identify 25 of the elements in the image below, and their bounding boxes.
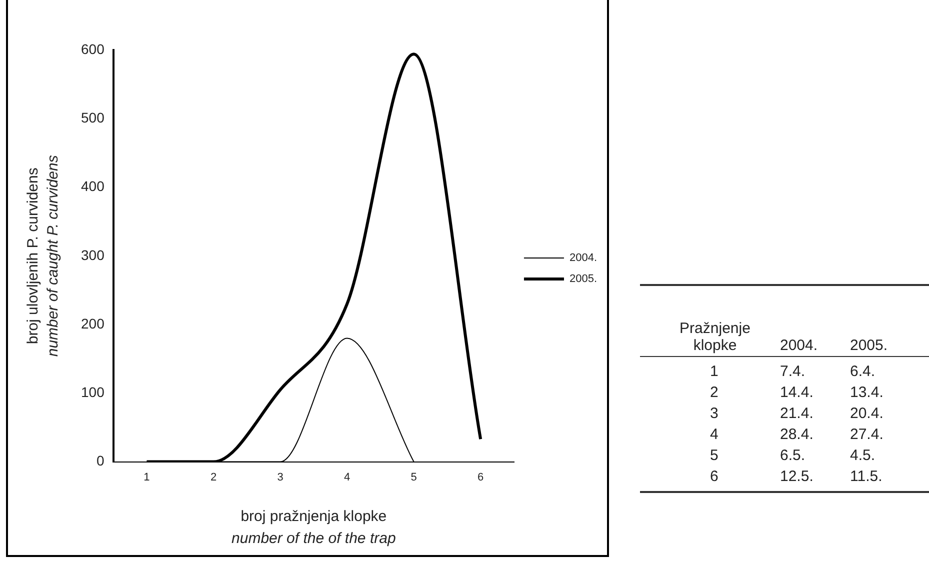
y-tick-label: 100 <box>81 384 105 400</box>
x-tick-label: 4 <box>344 471 350 484</box>
x-tick-label: 6 <box>478 471 484 484</box>
y-tick-label: 0 <box>96 452 105 469</box>
x-axis-title: broj pražnjenja klopke number of the of the trap <box>232 508 396 547</box>
y-tick-label: 400 <box>81 178 105 194</box>
text: Pražnjenje klopke <box>678 320 752 354</box>
legend-label: 2005. <box>569 273 598 286</box>
y-axis-title: broj ulovljenih P. curvidens number of caught P. curvidens <box>24 154 62 357</box>
x-tick-label: 3 <box>277 471 284 484</box>
text: 2004. 2005. <box>780 337 888 354</box>
text: 4 28.4. 27.4. <box>710 426 884 443</box>
text: 5 6.5. 4.5. <box>710 447 876 464</box>
x-tick-label: 1 <box>144 471 150 484</box>
x-tick-label: 5 <box>410 471 417 484</box>
legend-label: 2004. <box>569 252 598 264</box>
y-tick-label: 200 <box>81 315 105 332</box>
text: 6 12.5. 11.5. <box>710 468 882 485</box>
text: 2 14.4. 13.4. <box>710 384 884 401</box>
x-tick-label: 2 <box>210 471 217 484</box>
y-tick-label: 600 <box>81 40 105 57</box>
y-tick-label: 500 <box>81 109 105 126</box>
y-tick-label: 300 <box>81 246 105 263</box>
text: 1 7.4. 6.4. <box>710 363 876 380</box>
text: 3 21.4. 20.4. <box>710 405 884 422</box>
